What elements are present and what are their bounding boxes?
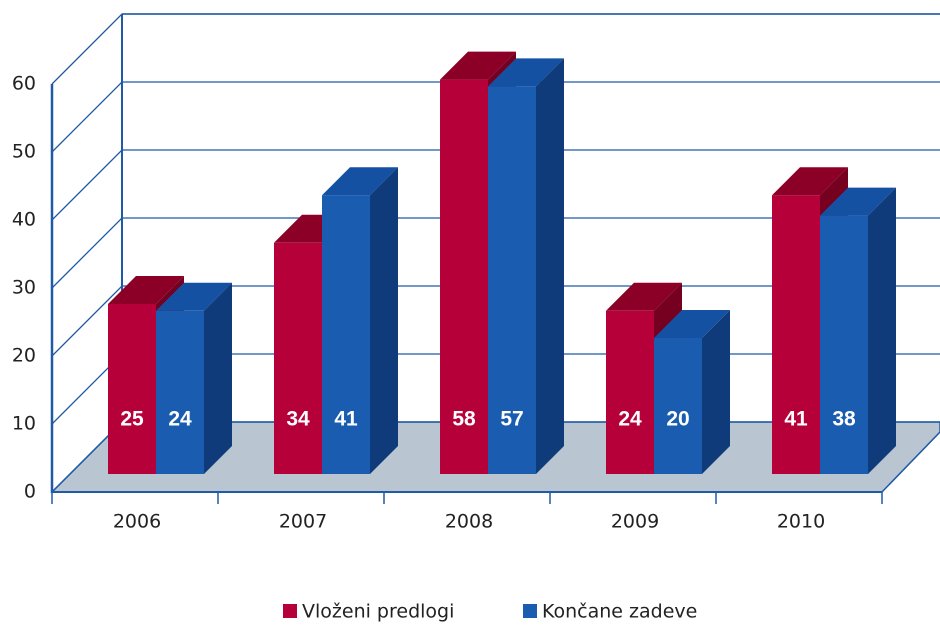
y-tick-label: 0: [24, 481, 36, 503]
value-label: 34: [286, 408, 310, 431]
y-tick-label: 20: [12, 345, 36, 367]
legend-swatch: [283, 604, 297, 618]
bar-top: [440, 51, 516, 80]
x-tick-label: 2009: [611, 511, 659, 533]
y-tick-label: 50: [12, 141, 36, 163]
x-tick-label: 2007: [279, 511, 327, 533]
value-label: 25: [120, 408, 144, 431]
y-tick-label: 40: [12, 209, 36, 231]
bar: [440, 79, 488, 474]
grid-line: [51, 149, 940, 221]
bar-top: [606, 282, 682, 311]
legend-label: Vloženi predlogi: [302, 601, 454, 623]
bar: [654, 338, 702, 474]
bar: [820, 215, 868, 474]
x-tick-label: 2006: [113, 511, 161, 533]
bar-side: [702, 310, 730, 474]
bar: [274, 242, 322, 474]
value-label: 20: [666, 408, 689, 431]
legend-label: Končane zadeve: [542, 601, 697, 623]
bar-top: [108, 276, 184, 304]
grid-line: [51, 81, 940, 153]
value-label: 41: [784, 408, 808, 431]
bar: [108, 304, 156, 474]
grid-line: [51, 217, 940, 289]
bar: [606, 310, 654, 474]
value-label: 24: [168, 408, 192, 431]
legend-swatch: [523, 604, 537, 618]
x-tick-label: 2008: [445, 511, 493, 533]
value-label: 38: [832, 408, 856, 431]
bar: [488, 86, 536, 475]
bar-top: [156, 282, 232, 311]
y-tick-label: 60: [12, 73, 36, 95]
bar-side: [536, 58, 564, 475]
bar: [156, 310, 204, 474]
bar-top: [820, 187, 896, 216]
bar-side: [370, 167, 398, 474]
bar-top: [772, 167, 848, 196]
bar: [322, 195, 370, 474]
bar-top: [322, 167, 398, 196]
bar-side: [204, 282, 232, 474]
y-tick-label: 10: [12, 413, 36, 435]
bar-side: [868, 187, 896, 474]
value-label: 41: [334, 408, 358, 431]
grid-line: [51, 13, 940, 85]
value-label: 24: [618, 408, 642, 431]
bar-top: [488, 58, 564, 87]
value-label: 58: [452, 408, 476, 431]
bar-top: [654, 310, 730, 338]
y-tick-label: 30: [12, 277, 36, 299]
x-tick-label: 2010: [777, 511, 825, 533]
value-label: 57: [500, 408, 523, 431]
bar: [772, 195, 820, 474]
